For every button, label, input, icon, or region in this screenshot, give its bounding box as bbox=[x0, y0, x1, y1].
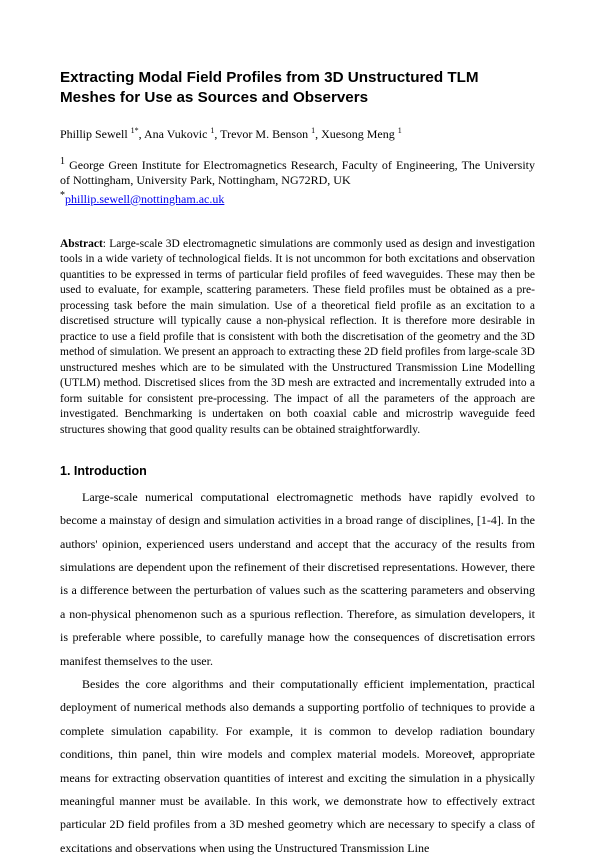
corresponding-email-line: *phillip.sewell@nottingham.ac.uk bbox=[60, 190, 535, 207]
abstract-block: Abstract: Large-scale 3D electromagnetic… bbox=[60, 237, 535, 439]
abstract-label: Abstract bbox=[60, 238, 103, 250]
body-paragraph: Besides the core algorithms and their co… bbox=[60, 673, 535, 860]
authors-line: Phillip Sewell 1*, Ana Vukovic 1, Trevor… bbox=[60, 126, 535, 142]
affiliation-text: George Green Institute for Electromagnet… bbox=[60, 158, 535, 187]
page-number: 1 bbox=[467, 747, 473, 762]
affiliation-marker: 1 bbox=[60, 156, 65, 167]
paper-title: Extracting Modal Field Profiles from 3D … bbox=[60, 68, 535, 108]
section-heading-introduction: 1. Introduction bbox=[60, 464, 535, 480]
affiliation: 1 George Green Institute for Electromagn… bbox=[60, 156, 535, 188]
corresponding-email-link[interactable]: phillip.sewell@nottingham.ac.uk bbox=[65, 192, 224, 206]
abstract-text: Large-scale 3D electromagnetic simulatio… bbox=[60, 238, 535, 436]
body-paragraph: Large-scale numerical computational elec… bbox=[60, 486, 535, 673]
